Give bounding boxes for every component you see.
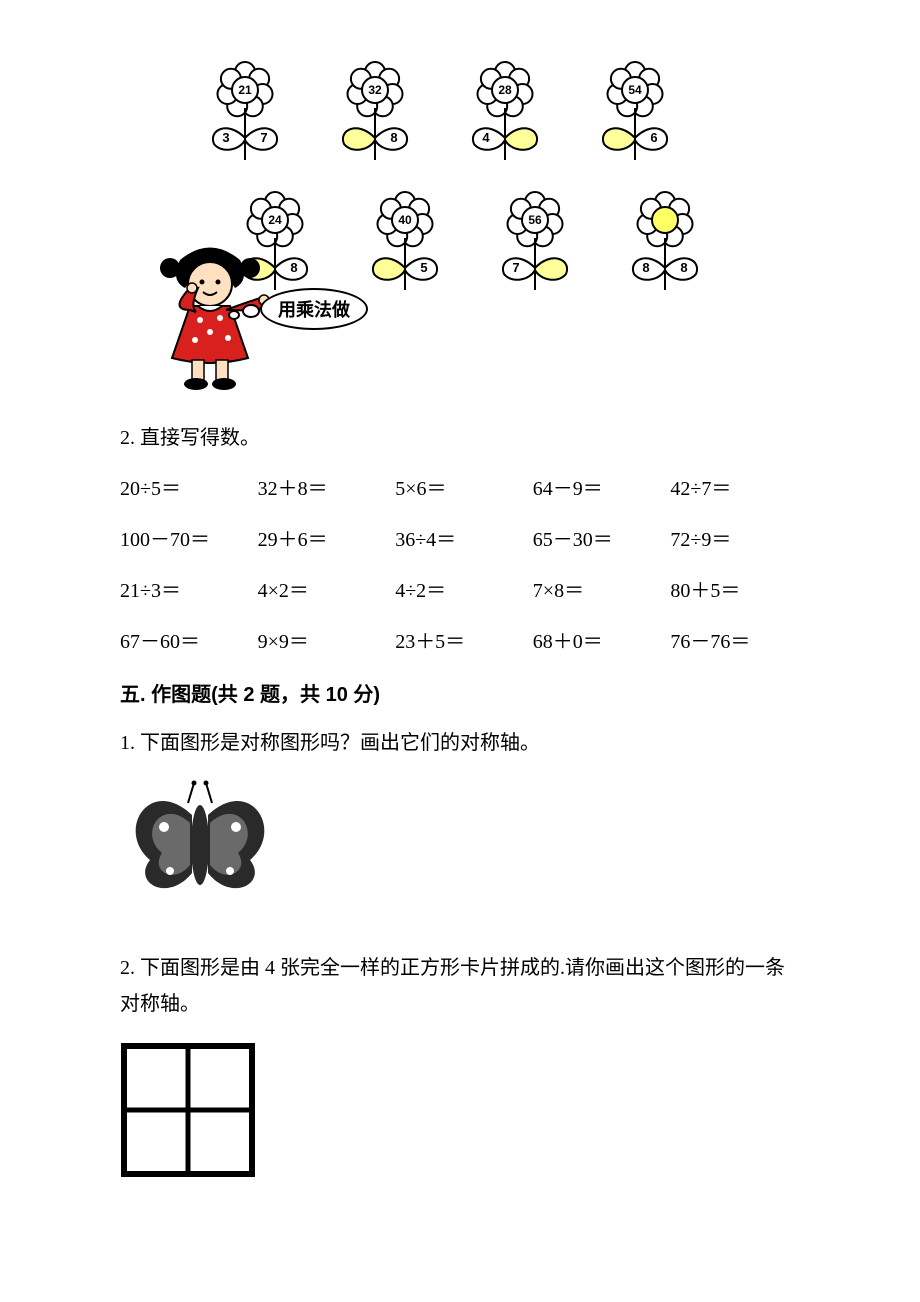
math-cell: 21÷3＝	[120, 574, 250, 603]
svg-text:8: 8	[680, 260, 687, 275]
math-cell: 42÷7＝	[670, 472, 800, 501]
flower-r1c3: 28 4	[460, 60, 550, 170]
s5-q2-text: 2. 下面图形是由 4 张完全一样的正方形卡片拼成的.请你画出这个图形的一条对称…	[120, 950, 800, 1022]
bubble-text: 用乘法做	[278, 300, 350, 320]
flower-r2c4: 8 8	[620, 190, 710, 300]
math-cell: 32＋8＝	[258, 472, 388, 501]
flower-figure: 21 3 7 32 8 28 4 54 6	[200, 60, 800, 390]
worksheet-page: 21 3 7 32 8 28 4 54 6	[0, 0, 920, 1243]
math-cell: 67－60＝	[120, 625, 250, 654]
s5-q1-text: 1. 下面图形是对称图形吗？画出它们的对称轴。	[120, 725, 800, 761]
math-cell: 20÷5＝	[120, 472, 250, 501]
svg-text:28: 28	[498, 83, 512, 97]
math-cell: 100－70＝	[120, 523, 250, 552]
math-cell: 64－9＝	[533, 472, 663, 501]
flower-r1c4: 54 6	[590, 60, 680, 170]
math-cell: 29＋6＝	[258, 523, 388, 552]
math-cell: 72÷9＝	[670, 523, 800, 552]
svg-text:7: 7	[260, 130, 267, 145]
svg-text:32: 32	[368, 83, 382, 97]
svg-text:21: 21	[238, 83, 252, 97]
speech-bubble: 用乘法做	[260, 288, 368, 330]
math-cell: 76－76＝	[670, 625, 800, 654]
math-cell: 5×6＝	[395, 472, 525, 501]
math-cell: 68＋0＝	[533, 625, 663, 654]
flower-r1c1: 21 3 7	[200, 60, 290, 170]
girl-with-speech: 用乘法做	[140, 240, 430, 390]
square-grid-icon	[120, 1042, 256, 1178]
q2-prompt: 2. 直接写得数。	[120, 420, 800, 456]
svg-text:3: 3	[222, 130, 229, 145]
svg-text:24: 24	[268, 213, 282, 227]
flower-r1c2: 32 8	[330, 60, 420, 170]
svg-text:54: 54	[628, 83, 642, 97]
flower-r2c3: 56 7	[490, 190, 580, 300]
math-cell: 4÷2＝	[395, 574, 525, 603]
svg-text:6: 6	[650, 130, 657, 145]
math-cell: 80＋5＝	[670, 574, 800, 603]
math-grid: 20÷5＝ 32＋8＝5×6＝ 64－9＝42÷7＝ 100－70＝ 29＋6＝36÷4…	[120, 472, 800, 654]
svg-text:8: 8	[642, 260, 649, 275]
square-grid-figure	[120, 1042, 800, 1183]
math-cell: 4×2＝	[258, 574, 388, 603]
svg-text:56: 56	[528, 213, 542, 227]
math-cell: 36÷4＝	[395, 523, 525, 552]
math-cell: 23＋5＝	[395, 625, 525, 654]
svg-text:40: 40	[398, 213, 412, 227]
butterfly-icon	[120, 775, 280, 905]
math-cell: 7×8＝	[533, 574, 663, 603]
svg-text:4: 4	[482, 130, 490, 145]
svg-text:7: 7	[512, 260, 519, 275]
flower-row-1: 21 3 7 32 8 28 4 54 6	[200, 60, 800, 170]
butterfly-figure	[120, 775, 800, 910]
math-cell: 65－30＝	[533, 523, 663, 552]
section-5-heading: 五. 作图题(共 2 题，共 10 分)	[120, 678, 800, 707]
svg-text:8: 8	[390, 130, 397, 145]
girl-icon	[140, 240, 280, 390]
math-cell: 9×9＝	[258, 625, 388, 654]
